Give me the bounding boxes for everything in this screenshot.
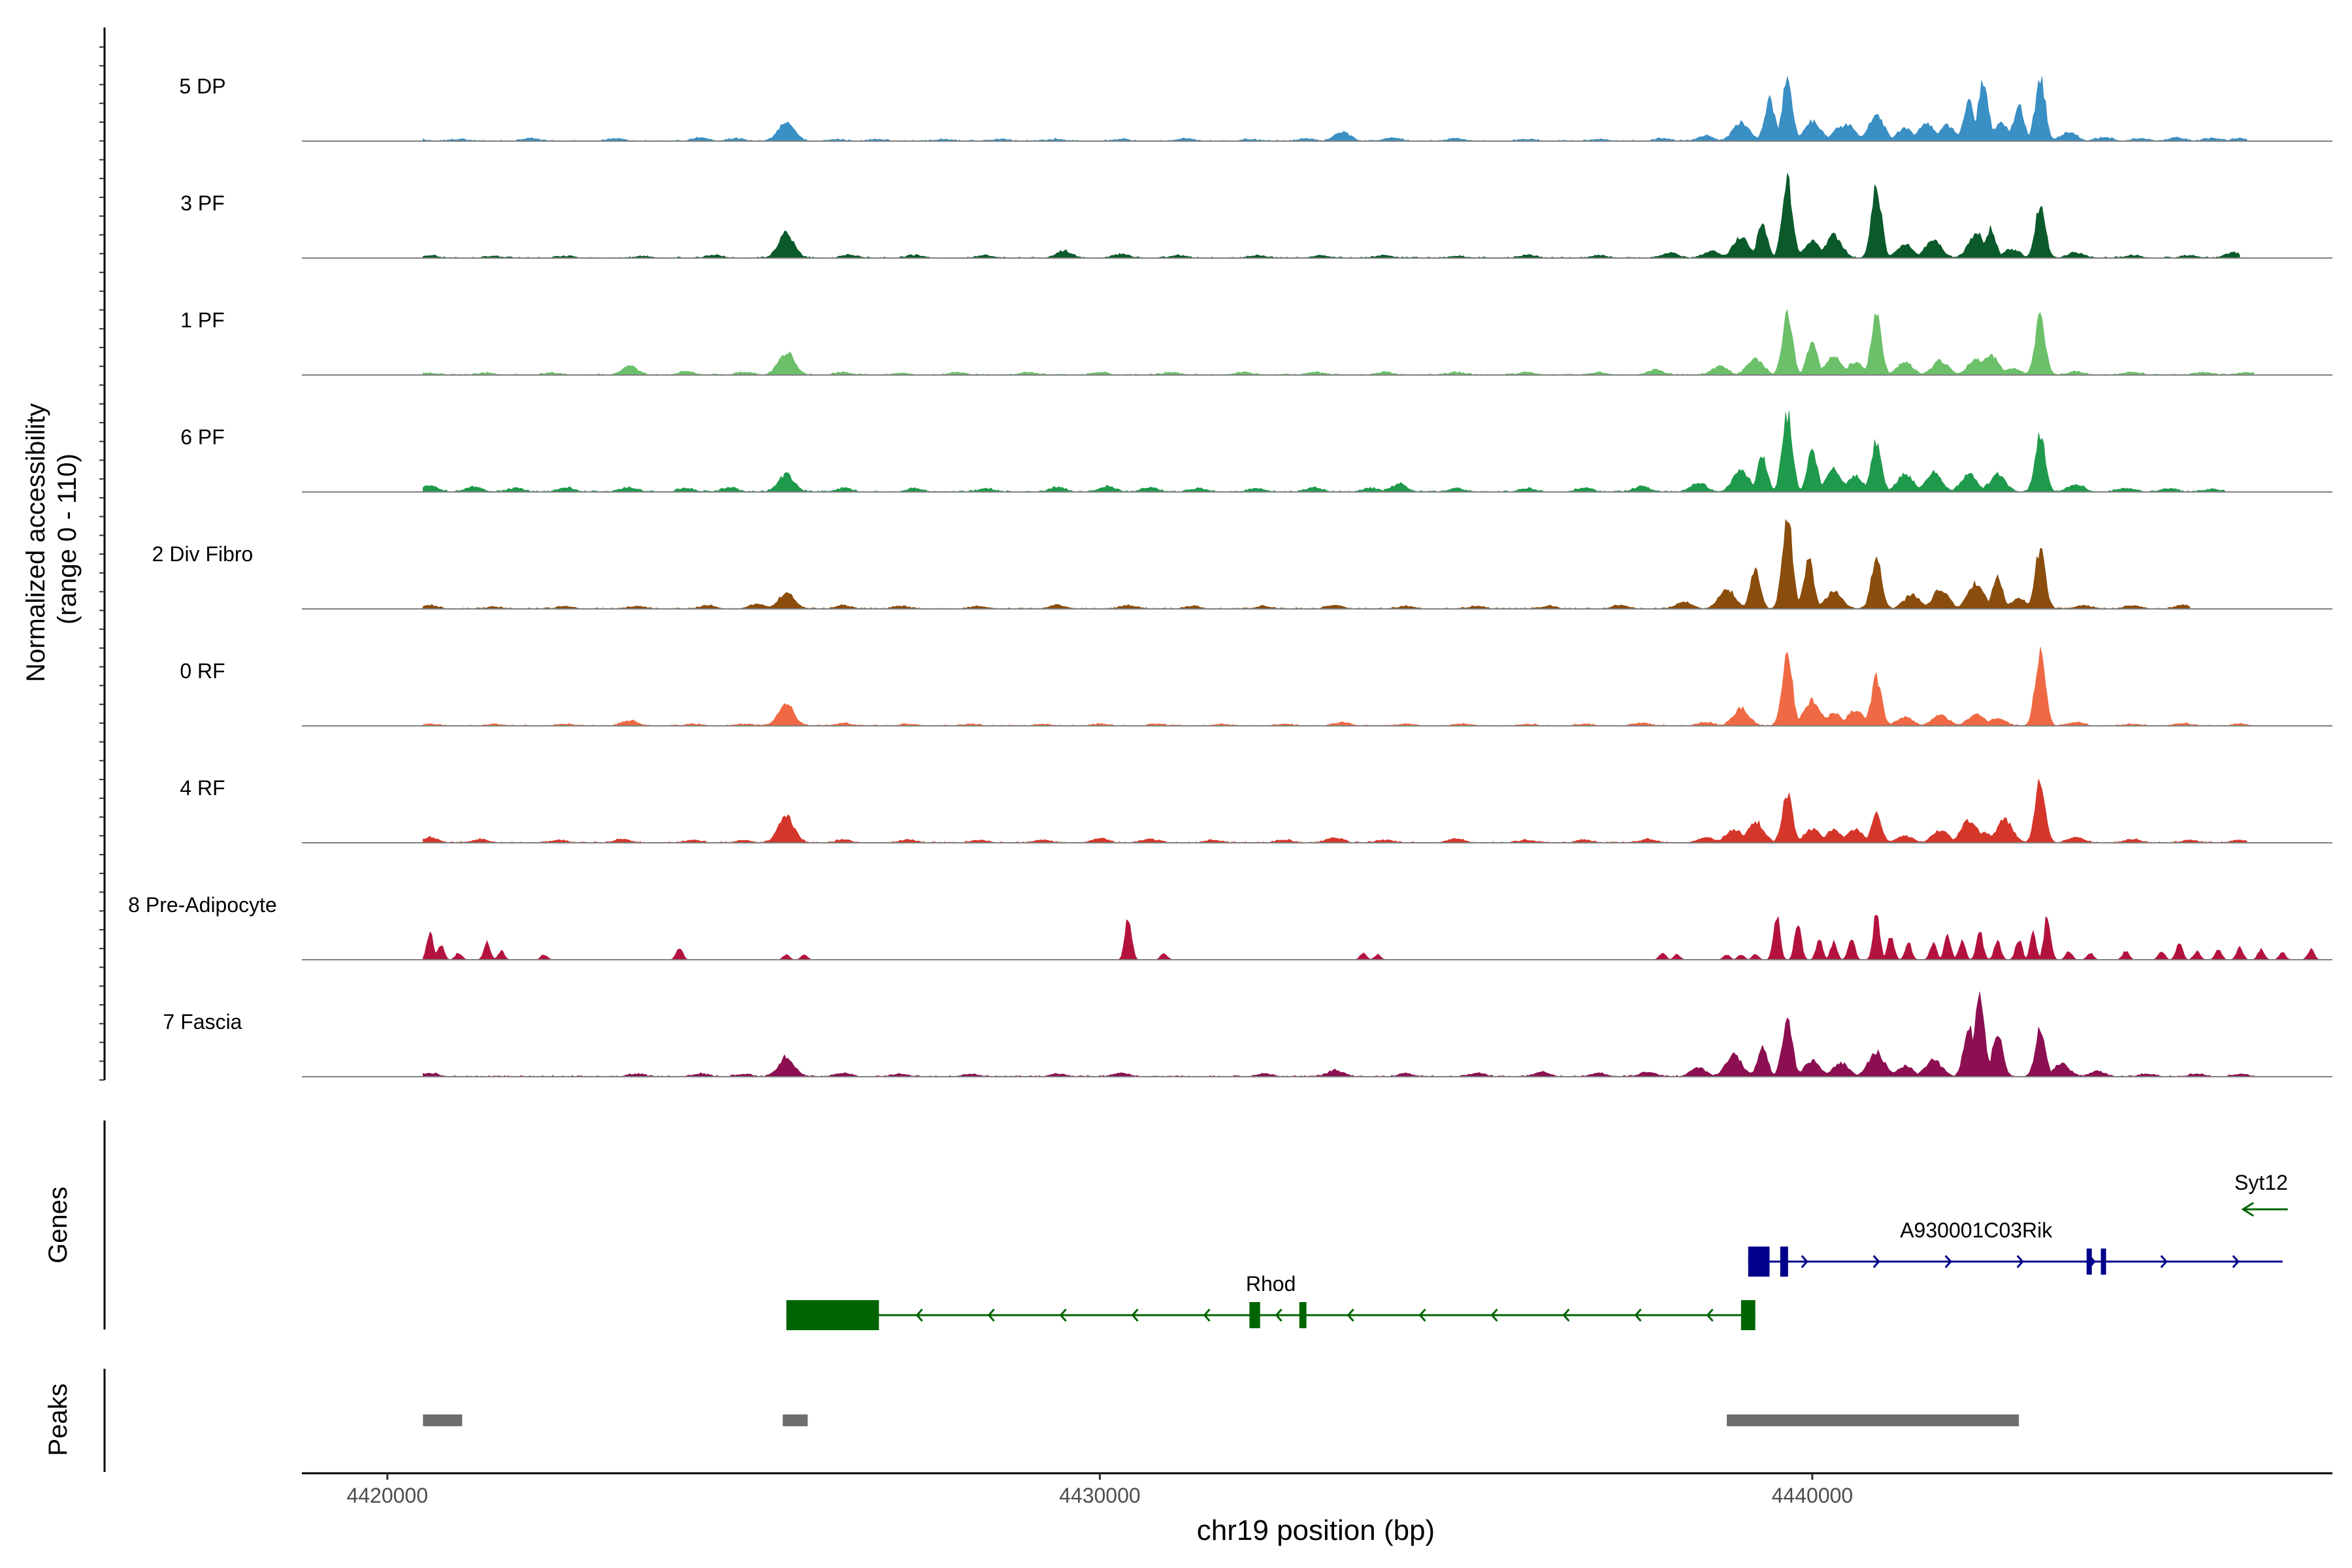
track-signal xyxy=(423,519,2191,610)
y-axis-label: Normalized accessibility (range 0 - 110) xyxy=(22,396,82,682)
gene-exon xyxy=(786,1300,879,1330)
strand-chevron xyxy=(1418,1309,1426,1322)
track-6-pf: 6 PF xyxy=(180,410,2332,493)
strand-chevron xyxy=(1872,1255,1880,1268)
genes-label: Genes xyxy=(44,1186,73,1264)
peak-region xyxy=(1727,1414,2019,1426)
track-signal xyxy=(423,309,2255,376)
gene-exon xyxy=(1740,1300,1756,1330)
track-signal xyxy=(423,410,2226,493)
gene-a930001c03rik: A930001C03Rik xyxy=(1748,1218,2283,1277)
strand-chevron xyxy=(1275,1309,1282,1322)
strand-chevron xyxy=(2160,1255,2168,1268)
track-signal xyxy=(423,779,2247,843)
strand-chevron xyxy=(2232,1255,2240,1268)
gene-exon xyxy=(1249,1302,1260,1328)
strand-chevron xyxy=(1203,1309,1211,1322)
gene-exon xyxy=(1748,1247,1770,1277)
gene-exon xyxy=(1299,1302,1307,1328)
track-label: 0 RF xyxy=(180,659,225,683)
x-axis: 4420000 4430000 4440000 xyxy=(99,27,2332,1507)
track-signal xyxy=(423,914,2326,960)
track-signal xyxy=(423,991,2255,1077)
gene-exon xyxy=(1780,1247,1788,1277)
peaks-label: Peaks xyxy=(44,1383,73,1456)
y-axis-label-line2: (range 0 - 110) xyxy=(53,453,82,625)
track-8-pre-adipocyte: 8 Pre-Adipocyte xyxy=(128,893,2332,960)
track-signal xyxy=(423,76,2247,142)
track-label: 2 Div Fibro xyxy=(152,542,253,566)
gene-exon xyxy=(2100,1249,2106,1275)
accessibility-tracks: 5 DP 3 PF 1 PF 6 PF 2 Div Fibro 0 RF 4 RF 8 Pre… xyxy=(128,74,2332,1077)
track-label: 6 PF xyxy=(180,425,225,449)
gene-track: Rhod A930001C03Rik Syt12 xyxy=(786,1171,2288,1330)
peak-track xyxy=(423,1414,2019,1426)
track-5-dp: 5 DP xyxy=(179,74,2332,142)
gene-rhod: Rhod xyxy=(786,1272,1756,1330)
peak-region xyxy=(783,1414,808,1426)
track-label: 8 Pre-Adipocyte xyxy=(128,893,277,917)
strand-chevron xyxy=(1562,1309,1570,1322)
track-1-pf: 1 PF xyxy=(180,308,2332,376)
track-label: 4 RF xyxy=(180,776,225,800)
strand-chevron xyxy=(1634,1309,1642,1322)
track-signal xyxy=(423,172,2240,259)
peak-region xyxy=(423,1414,463,1426)
x-tick-label: 4440000 xyxy=(1772,1484,1854,1507)
strand-chevron xyxy=(1347,1309,1354,1322)
y-axis-label-line1: Normalized accessibility xyxy=(22,403,50,682)
strand-chevron xyxy=(1801,1255,1808,1268)
strand-chevron xyxy=(1706,1309,1714,1322)
strand-chevron xyxy=(1059,1309,1067,1322)
strand-chevron xyxy=(915,1309,923,1322)
strand-chevron xyxy=(1944,1255,1952,1268)
track-2-div-fibro: 2 Div Fibro xyxy=(152,519,2332,610)
x-tick-label: 4420000 xyxy=(347,1484,429,1507)
track-4-rf: 4 RF xyxy=(180,776,2332,843)
x-axis-label: chr19 position (bp) xyxy=(1197,1514,1435,1546)
gene-syt12: Syt12 xyxy=(2234,1171,2288,1217)
track-signal xyxy=(423,646,2255,727)
gene-label: Syt12 xyxy=(2234,1171,2288,1194)
strand-chevron xyxy=(1490,1309,1498,1322)
gene-label: Rhod xyxy=(1246,1272,1296,1296)
track-0-rf: 0 RF xyxy=(180,646,2332,727)
gene-label: A930001C03Rik xyxy=(1900,1218,2053,1242)
track-label: 1 PF xyxy=(180,308,225,332)
track-7-fascia: 7 Fascia xyxy=(163,991,2332,1077)
track-label: 7 Fascia xyxy=(163,1010,242,1034)
gene-exon xyxy=(2086,1249,2092,1275)
x-tick-label: 4430000 xyxy=(1059,1484,1141,1507)
track-label: 5 DP xyxy=(179,74,225,98)
strand-chevron xyxy=(987,1309,995,1322)
strand-chevron xyxy=(2016,1255,2024,1268)
track-label: 3 PF xyxy=(180,191,225,215)
strand-chevron xyxy=(1131,1309,1139,1322)
strand-arrowhead xyxy=(2241,1201,2255,1217)
track-3-pf: 3 PF xyxy=(180,172,2332,259)
